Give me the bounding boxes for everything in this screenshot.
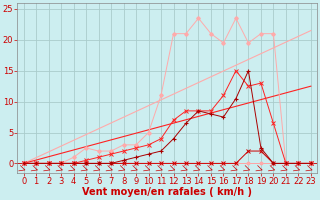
X-axis label: Vent moyen/en rafales ( km/h ): Vent moyen/en rafales ( km/h ) <box>82 187 252 197</box>
